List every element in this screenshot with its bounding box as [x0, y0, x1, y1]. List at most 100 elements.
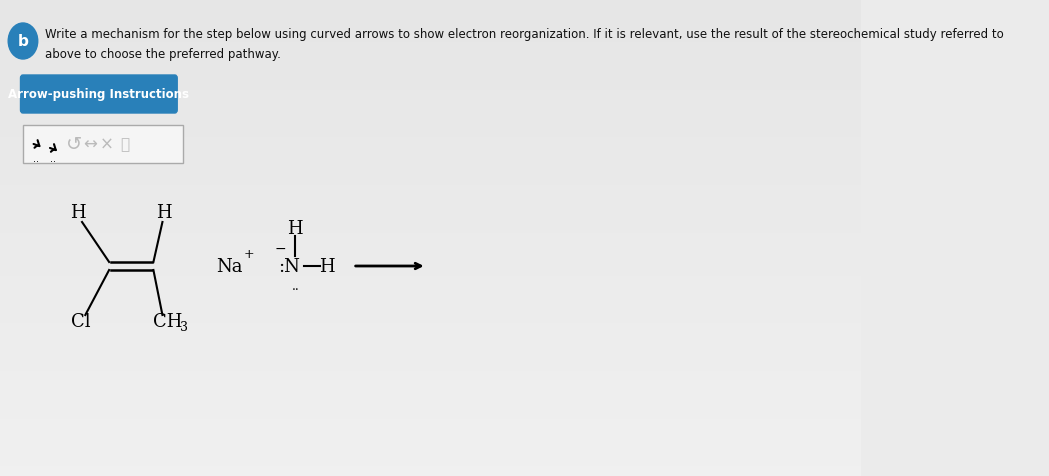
Bar: [0, 309, 860, 314]
Bar: [0, 257, 860, 262]
Bar: [0, 176, 860, 181]
Text: :N: :N: [278, 258, 300, 276]
Bar: [0, 457, 860, 462]
Bar: [0, 276, 860, 281]
Bar: [0, 462, 860, 466]
Bar: [0, 43, 860, 48]
Bar: [0, 233, 860, 238]
Bar: [0, 381, 860, 386]
FancyBboxPatch shape: [21, 76, 177, 114]
Bar: [0, 286, 860, 290]
Bar: [0, 295, 860, 300]
Text: 3: 3: [179, 321, 188, 334]
Bar: [0, 114, 860, 119]
Bar: [0, 252, 860, 257]
Bar: [0, 133, 860, 138]
Bar: [0, 86, 860, 90]
Bar: [0, 328, 860, 333]
Text: H: H: [70, 204, 86, 221]
Bar: [0, 29, 860, 33]
Bar: [0, 267, 860, 271]
Text: ↔: ↔: [83, 136, 98, 154]
Bar: [0, 195, 860, 200]
Text: H: H: [156, 204, 172, 221]
Text: H: H: [287, 219, 303, 238]
Bar: [0, 238, 860, 243]
Text: above to choose the preferred pathway.: above to choose the preferred pathway.: [45, 49, 281, 61]
Bar: [0, 443, 860, 447]
Bar: [0, 248, 860, 252]
Bar: [0, 186, 860, 190]
Bar: [0, 447, 860, 452]
Text: Write a mechanism for the step below using curved arrows to show electron reorga: Write a mechanism for the step below usi…: [45, 29, 1004, 41]
Bar: [0, 81, 860, 86]
Bar: [0, 314, 860, 319]
Text: b: b: [18, 34, 28, 50]
Bar: [0, 405, 860, 409]
Bar: [0, 390, 860, 395]
Text: CH: CH: [153, 312, 183, 330]
Bar: [0, 152, 860, 157]
Bar: [0, 10, 860, 14]
Bar: [0, 171, 860, 176]
Bar: [0, 105, 860, 109]
Bar: [0, 48, 860, 52]
Bar: [0, 205, 860, 209]
Bar: [0, 162, 860, 167]
Bar: [0, 219, 860, 224]
Bar: [0, 357, 860, 362]
Bar: [0, 109, 860, 114]
Bar: [0, 367, 860, 371]
Bar: [0, 438, 860, 443]
Bar: [0, 347, 860, 352]
Text: +: +: [243, 248, 254, 261]
Bar: [0, 148, 860, 152]
Bar: [0, 414, 860, 419]
Bar: [0, 228, 860, 233]
Bar: [0, 324, 860, 328]
Bar: [0, 19, 860, 24]
Bar: [0, 138, 860, 143]
Bar: [0, 124, 860, 129]
Bar: [0, 24, 860, 29]
Bar: [0, 471, 860, 476]
Bar: [0, 243, 860, 248]
Bar: [0, 338, 860, 343]
Bar: [0, 386, 860, 390]
Bar: [0, 262, 860, 267]
FancyBboxPatch shape: [23, 126, 183, 164]
Bar: [0, 290, 860, 295]
Bar: [0, 38, 860, 43]
Bar: [0, 76, 860, 81]
Bar: [0, 352, 860, 357]
Bar: [0, 419, 860, 424]
Bar: [0, 181, 860, 186]
Bar: [0, 143, 860, 148]
Text: ..: ..: [49, 154, 56, 164]
Bar: [0, 214, 860, 219]
Bar: [0, 33, 860, 38]
Text: ↺: ↺: [66, 135, 82, 154]
Bar: [0, 424, 860, 428]
Bar: [0, 400, 860, 405]
Bar: [0, 14, 860, 19]
Bar: [0, 200, 860, 205]
Bar: [0, 67, 860, 71]
Bar: [0, 281, 860, 286]
Circle shape: [8, 24, 38, 60]
Bar: [0, 100, 860, 105]
Bar: [0, 395, 860, 400]
Bar: [0, 57, 860, 62]
Bar: [0, 371, 860, 376]
Bar: [0, 71, 860, 76]
Text: Cl: Cl: [70, 312, 90, 330]
Text: ..: ..: [292, 280, 299, 293]
Bar: [0, 452, 860, 457]
Text: Na: Na: [216, 258, 243, 276]
Bar: [0, 224, 860, 228]
Bar: [0, 376, 860, 381]
Bar: [0, 157, 860, 162]
Bar: [0, 300, 860, 305]
Bar: [0, 319, 860, 324]
Bar: [0, 333, 860, 338]
